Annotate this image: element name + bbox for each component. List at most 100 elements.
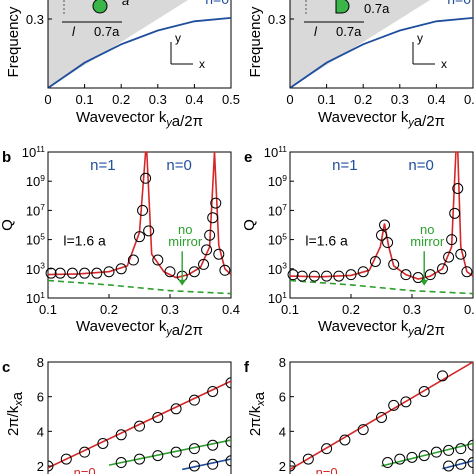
data-point xyxy=(97,437,109,449)
data-point xyxy=(455,458,467,470)
no-mirror-arrowhead xyxy=(420,279,429,286)
no-mirror-arrowhead xyxy=(178,279,187,286)
no-mirror-label: no xyxy=(420,222,434,237)
data-point xyxy=(418,385,430,397)
panel-label: b xyxy=(2,149,11,166)
dispersion-line xyxy=(289,17,474,89)
y-axis-label: Frequency xyxy=(247,6,264,77)
data-point xyxy=(382,457,394,469)
no-mirror-label: no xyxy=(178,222,192,237)
axes-frame xyxy=(289,151,474,299)
y-tick-label: 107 xyxy=(26,202,45,218)
axes-frame xyxy=(289,361,474,474)
data-point xyxy=(225,455,231,467)
y-tick-label: 1011 xyxy=(22,144,46,160)
fit-line xyxy=(108,439,231,466)
dim-label: 0.7a xyxy=(336,24,362,39)
data-point xyxy=(443,251,455,263)
y-tick-label: 103 xyxy=(268,261,287,277)
x-tick-label: 0.1 xyxy=(281,302,299,317)
data-point xyxy=(134,231,145,243)
y-tick-label: 109 xyxy=(268,173,287,189)
data-point xyxy=(369,256,381,267)
data-point xyxy=(45,267,57,279)
data-point xyxy=(455,443,467,455)
axis-glyph-label: y xyxy=(417,31,423,45)
data-point xyxy=(207,212,219,224)
plot-area xyxy=(48,377,231,472)
data-point xyxy=(357,266,369,278)
fit-line xyxy=(290,362,473,471)
data-point xyxy=(140,172,152,184)
x-tick-label: 0.5 xyxy=(464,92,474,107)
data-point xyxy=(204,229,216,241)
data-point xyxy=(210,197,222,209)
x-tick-label: 0.3 xyxy=(161,302,179,317)
data-point xyxy=(339,434,351,446)
data-point xyxy=(455,248,467,260)
data-point xyxy=(302,453,314,465)
mode-label: n=0 xyxy=(74,465,96,474)
y-axis-label: 2π/kxa xyxy=(5,391,26,436)
data-point xyxy=(207,439,219,451)
data-point xyxy=(467,457,473,469)
axes-frame xyxy=(47,0,232,89)
data-point xyxy=(443,460,455,472)
x-tick-label: 0.1 xyxy=(76,92,94,107)
data-point xyxy=(412,272,424,284)
fit-curve xyxy=(289,151,474,280)
data-point xyxy=(137,204,149,216)
data-point xyxy=(115,429,127,441)
x-axis-label: Wavevector kya/2π xyxy=(76,109,203,130)
data-point xyxy=(127,254,139,266)
x-tick-label: 0.3 xyxy=(149,92,167,107)
x-tick-label: 0 xyxy=(286,92,293,107)
data-point xyxy=(449,207,461,219)
no-mirror-curve xyxy=(47,279,232,295)
data-point xyxy=(400,396,412,408)
data-point xyxy=(379,219,391,231)
data-point xyxy=(188,266,200,278)
dim-label: 0.7a xyxy=(364,1,390,16)
panel-b: 0.1 0.2 0.3 0.4 101 103 105 107 109 1011 Wavevecto… xyxy=(0,144,240,339)
y-tick-label: 8 xyxy=(279,355,286,370)
data-point xyxy=(446,234,458,246)
data-point xyxy=(437,370,448,382)
data-point xyxy=(430,446,442,458)
data-point xyxy=(143,225,155,237)
panel-label: e xyxy=(244,149,252,166)
data-point xyxy=(400,269,412,281)
y-tick-label: 103 xyxy=(26,261,45,277)
y-tick-label: 1011 xyxy=(264,144,288,160)
data-point xyxy=(213,248,225,260)
mode-label: n=0 xyxy=(166,157,191,174)
data-point xyxy=(188,460,200,472)
data-point xyxy=(79,446,91,458)
data-point xyxy=(91,267,103,279)
data-point xyxy=(308,270,320,282)
x-tick-label: 0.5 xyxy=(222,92,240,107)
cavity-hole xyxy=(335,0,350,14)
data-point xyxy=(437,263,448,275)
data-point xyxy=(290,460,296,472)
data-point xyxy=(198,258,210,270)
data-point xyxy=(207,385,219,397)
mode-label: n=0 xyxy=(316,465,338,474)
length-label: l=1.6 a xyxy=(63,232,106,248)
data-point xyxy=(115,457,127,469)
x-tick-label: 0.2 xyxy=(354,92,372,107)
data-point xyxy=(394,453,406,465)
x-tick-label: 0.3 xyxy=(391,92,409,107)
data-point xyxy=(467,439,473,451)
mode-label: n=1 xyxy=(90,157,115,174)
y-tick-label: 2 xyxy=(279,459,286,474)
y-tick-label: 2 xyxy=(37,459,44,474)
x-axis-label: Wavevector kya/2π xyxy=(318,318,445,339)
x-axis-label: Wavevector kya/2π xyxy=(318,109,445,130)
panel-e: 0.1 0.2 0.3 0.4 101 103 105 107 109 1011 Wavevecto… xyxy=(241,144,474,339)
cavity-hole xyxy=(92,0,108,14)
panel-a: 0 0.1 0.2 0.3 0.4 0.5 0.3 Wavevector kya/2π Freq… xyxy=(5,0,240,130)
x-tick-label: 0.3 xyxy=(403,302,421,317)
data-point xyxy=(225,377,231,389)
